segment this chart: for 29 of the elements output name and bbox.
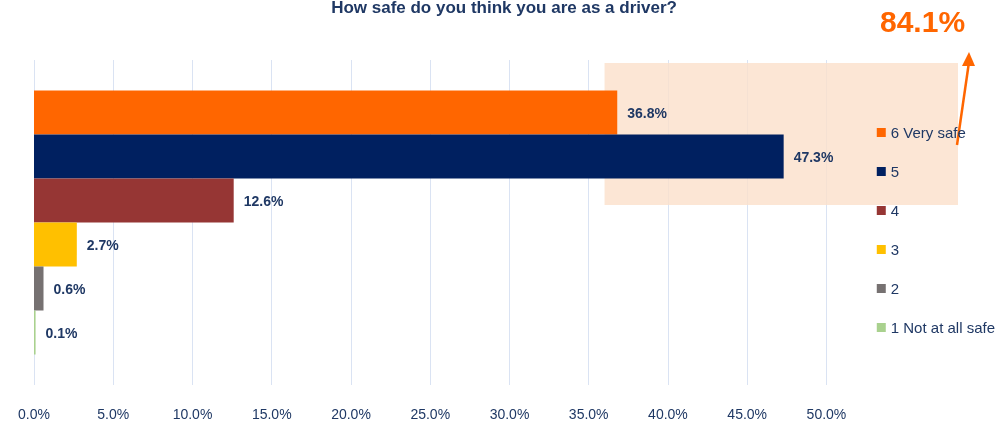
data-label: 47.3% — [793, 148, 834, 165]
x-tick-label: 5.0% — [97, 406, 130, 422]
x-tick-label: 10.0% — [172, 406, 213, 422]
x-tick-label: 35.0% — [568, 406, 609, 422]
data-label: 0.1% — [45, 324, 79, 341]
x-tick-label: 25.0% — [410, 406, 451, 422]
bar — [34, 134, 784, 179]
bar — [34, 266, 44, 311]
bar — [34, 222, 77, 267]
x-tick-label: 15.0% — [251, 406, 292, 422]
x-tick-label: 0.0% — [18, 406, 50, 422]
legend-label: 4 — [890, 202, 900, 219]
data-label: 12.6% — [243, 192, 284, 209]
bar — [34, 178, 234, 223]
data-label: 2.7% — [86, 236, 120, 253]
x-tick-label: 50.0% — [806, 406, 847, 422]
legend-label: 2 — [890, 280, 900, 297]
x-tick-label: 20.0% — [331, 406, 371, 422]
x-tick-label: 30.0% — [489, 406, 530, 422]
bar — [34, 90, 618, 135]
legend-label: 5 — [890, 163, 900, 180]
legend-label: 3 — [890, 241, 900, 258]
x-tick-label: 40.0% — [648, 406, 688, 422]
x-tick-label: 45.0% — [727, 406, 768, 422]
legend-label: 1 Not at all safe — [890, 319, 996, 336]
band-label: 84.1% — [880, 4, 966, 38]
data-label: 36.8% — [627, 104, 668, 121]
chart-title: How safe do you think you are as a driver? — [331, 0, 677, 17]
data-label: 0.6% — [53, 280, 86, 297]
